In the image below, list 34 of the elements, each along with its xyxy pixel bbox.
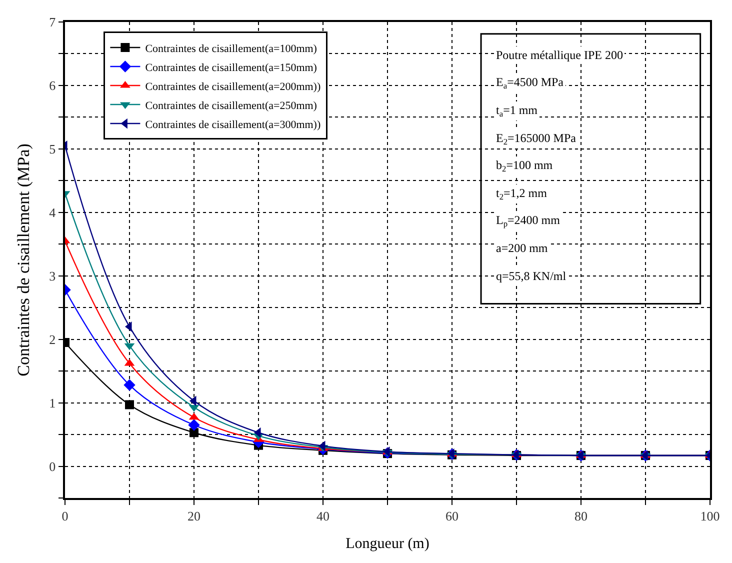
y-tick-label: 4	[49, 204, 56, 220]
legend-label: Contraintes de cisaillement(a=100mm)	[145, 42, 318, 55]
legend-label: Contraintes de cisaillement(a=150mm)	[145, 62, 318, 74]
annotation: Poutre métallique IPE 200	[496, 48, 623, 62]
legend-label: Contraintes de cisaillement(a=250mm)	[145, 100, 318, 112]
annotation: E$_{2}$=165000 MPa	[496, 131, 577, 147]
x-tick-label: 100	[700, 508, 720, 524]
annotation: E$_{a}$=4500 MPa	[496, 75, 564, 91]
x-tick-label: 20	[188, 508, 200, 524]
annotation: q=55,8 KN/ml	[496, 269, 567, 283]
x-tick-label: 0	[62, 508, 68, 524]
annotation: L$_{p}$=2400 mm	[496, 213, 561, 229]
x-tick-label: 40	[316, 508, 330, 524]
y-tick-label: 0	[49, 458, 56, 474]
annotation: t$_{a}$=1 mm	[496, 103, 538, 119]
point	[188, 419, 200, 431]
legend-label: Contraintes de cisaillement(a=200mm))	[145, 80, 321, 93]
y-tick-label: 1	[49, 395, 56, 410]
y-axis-title: Contraintes de cisaillement (MPa)	[14, 144, 34, 376]
legend-label: Contraintes de cisaillement(a=300mm))	[145, 118, 321, 131]
x-tick-label: 60	[446, 508, 458, 524]
y-tick-label: 6	[49, 78, 56, 94]
y-tick-label: 5	[49, 141, 56, 156]
y-tick-label: 7	[49, 14, 56, 30]
point	[190, 428, 198, 438]
point	[125, 400, 134, 410]
x-tick-label: 80	[574, 508, 588, 524]
x-axis-title: Longueur (m)	[346, 536, 430, 552]
annotation: t$_{2}$=1,2 mm	[496, 186, 548, 202]
annotation: a=200 mm	[496, 241, 548, 255]
y-tick-label: 3	[49, 268, 56, 284]
annotation: b$_{2}$=100 mm	[496, 158, 554, 174]
y-tick-label: 2	[49, 332, 56, 347]
point	[124, 379, 136, 391]
